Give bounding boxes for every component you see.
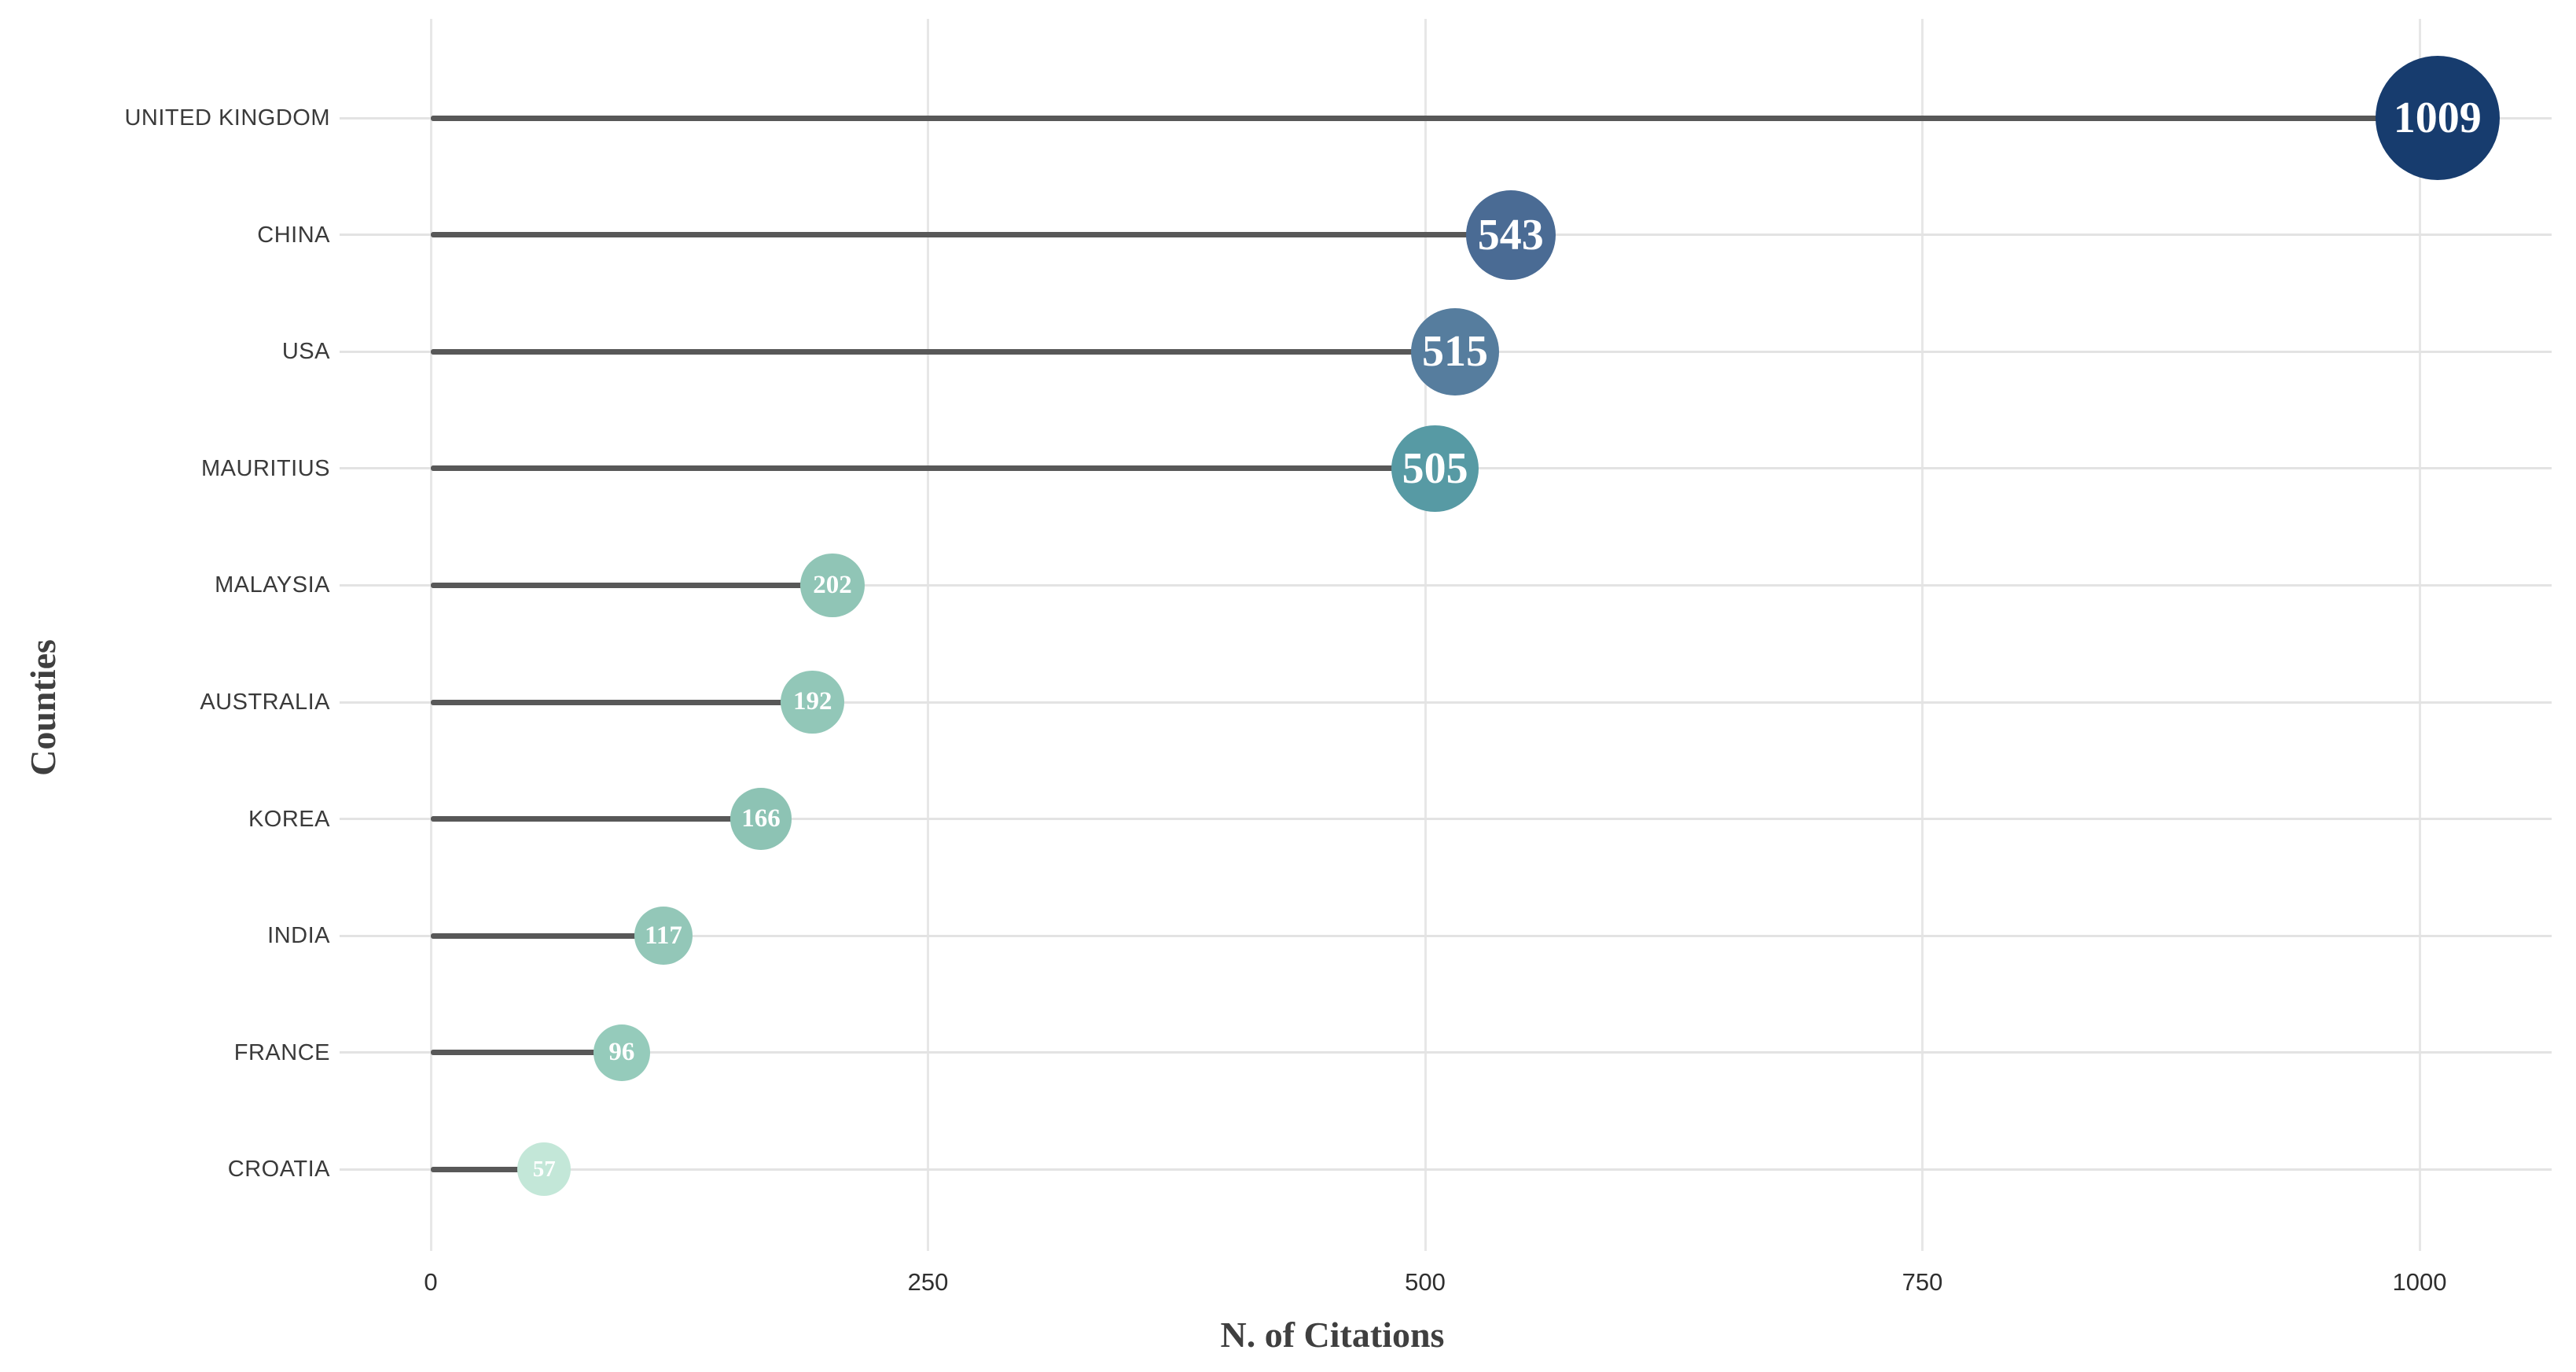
country-label: MAURITIUS: [201, 455, 330, 481]
x-gridline: [1424, 19, 1427, 1251]
x-gridline: [429, 19, 432, 1251]
row-connector-line: [340, 818, 2552, 821]
value-bubble: 166: [729, 788, 792, 850]
country-label: USA: [281, 339, 330, 365]
row-connector-line: [340, 701, 2552, 704]
bubble-value-label: 57: [532, 1156, 556, 1182]
row-stem: [431, 582, 833, 588]
row-stem: [431, 348, 1455, 355]
bubble-value-label: 96: [608, 1038, 635, 1067]
value-bubble: 117: [634, 907, 693, 966]
value-bubble: 57: [517, 1142, 571, 1197]
country-label: MALAYSIA: [215, 572, 330, 598]
x-tick-label: 500: [1405, 1268, 1446, 1296]
row-stem: [431, 232, 1511, 238]
row-stem: [431, 932, 663, 939]
bubble-value-label: 505: [1402, 443, 1468, 493]
value-bubble: 202: [800, 553, 865, 618]
bubble-value-label: 202: [813, 570, 852, 599]
row-stem: [431, 115, 2438, 121]
row-connector-line: [340, 1051, 2552, 1054]
x-tick-label: 1000: [2392, 1268, 2447, 1296]
country-label: KOREA: [248, 806, 330, 832]
bubble-value-label: 117: [645, 921, 682, 950]
value-bubble: 192: [781, 670, 845, 734]
row-stem: [431, 816, 761, 822]
row-stem: [431, 1050, 622, 1056]
y-axis-title: Counties: [23, 639, 63, 776]
x-tick-label: 250: [907, 1268, 949, 1296]
value-bubble: 1009: [2375, 56, 2500, 180]
country-label: INDIA: [267, 923, 330, 949]
x-tick-label: 750: [1902, 1268, 1943, 1296]
row-connector-line: [340, 934, 2552, 937]
bubble-value-label: 166: [741, 804, 781, 833]
x-gridline: [2418, 19, 2421, 1251]
country-label: CHINA: [257, 222, 330, 248]
row-stem: [431, 465, 1435, 472]
row-stem: [431, 699, 813, 705]
value-bubble: 543: [1465, 189, 1556, 280]
country-label: AUSTRALIA: [200, 690, 330, 715]
x-tick-label: 0: [424, 1268, 438, 1296]
row-stem: [431, 1166, 545, 1172]
row-connector-line: [340, 583, 2552, 587]
value-bubble: 515: [1411, 307, 1499, 395]
country-label: CROATIA: [227, 1157, 330, 1183]
bubble-value-label: 1009: [2393, 94, 2482, 142]
row-connector-line: [340, 1168, 2552, 1171]
value-bubble: 505: [1391, 425, 1479, 512]
x-axis-title: N. of Citations: [1220, 1315, 1445, 1355]
country-label: FRANCE: [233, 1039, 330, 1065]
bubble-value-label: 515: [1421, 327, 1488, 377]
value-bubble: 96: [593, 1024, 650, 1081]
country-label: UNITED KINGDOM: [124, 105, 330, 131]
bubble-value-label: 192: [793, 687, 832, 716]
x-gridline: [927, 19, 929, 1251]
bubble-value-label: 543: [1477, 210, 1544, 259]
x-gridline: [1921, 19, 1924, 1251]
